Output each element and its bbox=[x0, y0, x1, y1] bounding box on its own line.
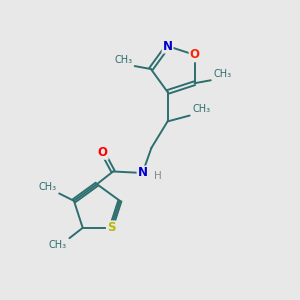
Text: S: S bbox=[107, 221, 115, 234]
Text: CH₃: CH₃ bbox=[39, 182, 57, 192]
Text: N: N bbox=[163, 40, 172, 52]
Text: CH₃: CH₃ bbox=[193, 104, 211, 114]
Text: N: N bbox=[137, 167, 148, 179]
Text: CH₃: CH₃ bbox=[114, 55, 132, 64]
Text: H: H bbox=[154, 171, 161, 181]
Text: O: O bbox=[190, 48, 200, 61]
Text: CH₃: CH₃ bbox=[213, 69, 231, 79]
Text: CH₃: CH₃ bbox=[49, 240, 67, 250]
Text: O: O bbox=[98, 146, 108, 159]
